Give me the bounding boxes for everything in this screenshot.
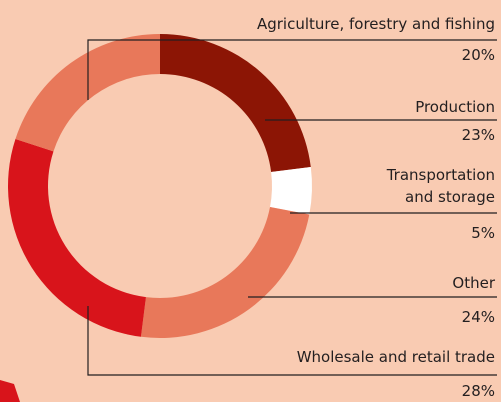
slice-label: Production	[415, 98, 495, 116]
slice-label: Transportation and storage	[386, 166, 495, 206]
donut-segment	[140, 206, 310, 338]
leader-line	[87, 306, 497, 376]
value-label: 20%	[461, 46, 495, 64]
decoration	[0, 380, 20, 402]
leader-line	[87, 39, 497, 100]
slice-label: Agriculture, forestry and fishing	[256, 15, 495, 33]
value-label: 28%	[461, 382, 495, 400]
slice-label: Wholesale and retail trade	[296, 348, 495, 366]
donut-segment	[160, 34, 311, 172]
donut-segment	[7, 139, 146, 337]
value-label: 23%	[461, 126, 495, 144]
value-label: 5%	[471, 224, 495, 242]
value-label: 24%	[461, 308, 495, 326]
donut-segment	[270, 166, 312, 215]
slice-label: Other	[452, 274, 495, 292]
